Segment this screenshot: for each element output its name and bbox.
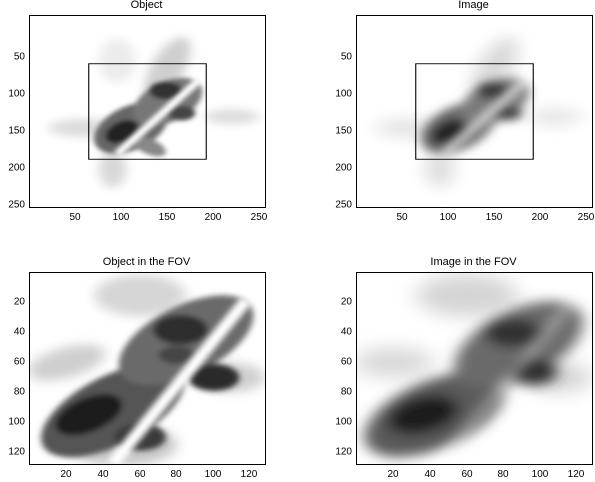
ytick-label: 40 <box>13 326 25 338</box>
blurred-image <box>356 15 593 208</box>
ytick-label: 60 <box>340 356 352 368</box>
xtick-label: 150 <box>485 212 503 223</box>
xtick-label: 120 <box>567 469 585 480</box>
xtick-label: 100 <box>112 212 130 223</box>
ytick-label: 150 <box>8 125 25 137</box>
ytick-label: 100 <box>8 88 25 100</box>
ytick-label: 200 <box>335 162 352 174</box>
xtick-label: 50 <box>69 212 81 223</box>
panel-title-object: Object <box>130 0 163 11</box>
ytick-label: 40 <box>340 326 352 338</box>
xtick-label: 80 <box>497 469 509 480</box>
xtick-label: 80 <box>170 469 182 480</box>
panel-title-image-fov: Image in the FOV <box>430 256 517 268</box>
xtick-label: 20 <box>60 469 72 480</box>
ytick-label: 20 <box>340 296 352 308</box>
ytick-label: 80 <box>13 386 25 398</box>
object-image <box>29 15 266 208</box>
ytick-label: 100 <box>335 88 352 100</box>
fov-box <box>415 63 534 160</box>
xtick-label: 250 <box>250 212 268 223</box>
ytick-label: 200 <box>8 162 25 174</box>
ytick-label: 150 <box>335 125 352 137</box>
xtick-label: 50 <box>396 212 408 223</box>
ytick-label: 60 <box>13 356 25 368</box>
ytick-label: 80 <box>340 386 352 398</box>
xtick-label: 100 <box>439 212 457 223</box>
ytick-label: 250 <box>8 199 25 211</box>
xtick-label: 100 <box>204 469 222 480</box>
ytick-label: 100 <box>8 416 25 428</box>
ytick-label: 20 <box>13 296 25 308</box>
xtick-label: 40 <box>97 469 109 480</box>
xtick-label: 150 <box>158 212 176 223</box>
ytick-label: 100 <box>335 416 352 428</box>
ytick-label: 120 <box>335 446 352 458</box>
ytick-label: 120 <box>8 446 25 458</box>
ytick-label: 50 <box>13 51 25 63</box>
panel-title-image: Image <box>458 0 489 11</box>
ytick-label: 250 <box>335 199 352 211</box>
xtick-label: 200 <box>531 212 549 223</box>
fov-box <box>88 63 207 160</box>
xtick-label: 40 <box>424 469 436 480</box>
xtick-label: 60 <box>461 469 473 480</box>
xtick-label: 100 <box>531 469 549 480</box>
panel-title-object-fov: Object in the FOV <box>102 256 191 268</box>
image-fov-image <box>356 272 593 465</box>
xtick-label: 60 <box>134 469 146 480</box>
xtick-label: 200 <box>204 212 222 223</box>
object-fov-image <box>29 272 266 465</box>
ytick-label: 50 <box>340 51 352 63</box>
xtick-label: 120 <box>240 469 258 480</box>
xtick-label: 20 <box>387 469 399 480</box>
xtick-label: 250 <box>577 212 595 223</box>
